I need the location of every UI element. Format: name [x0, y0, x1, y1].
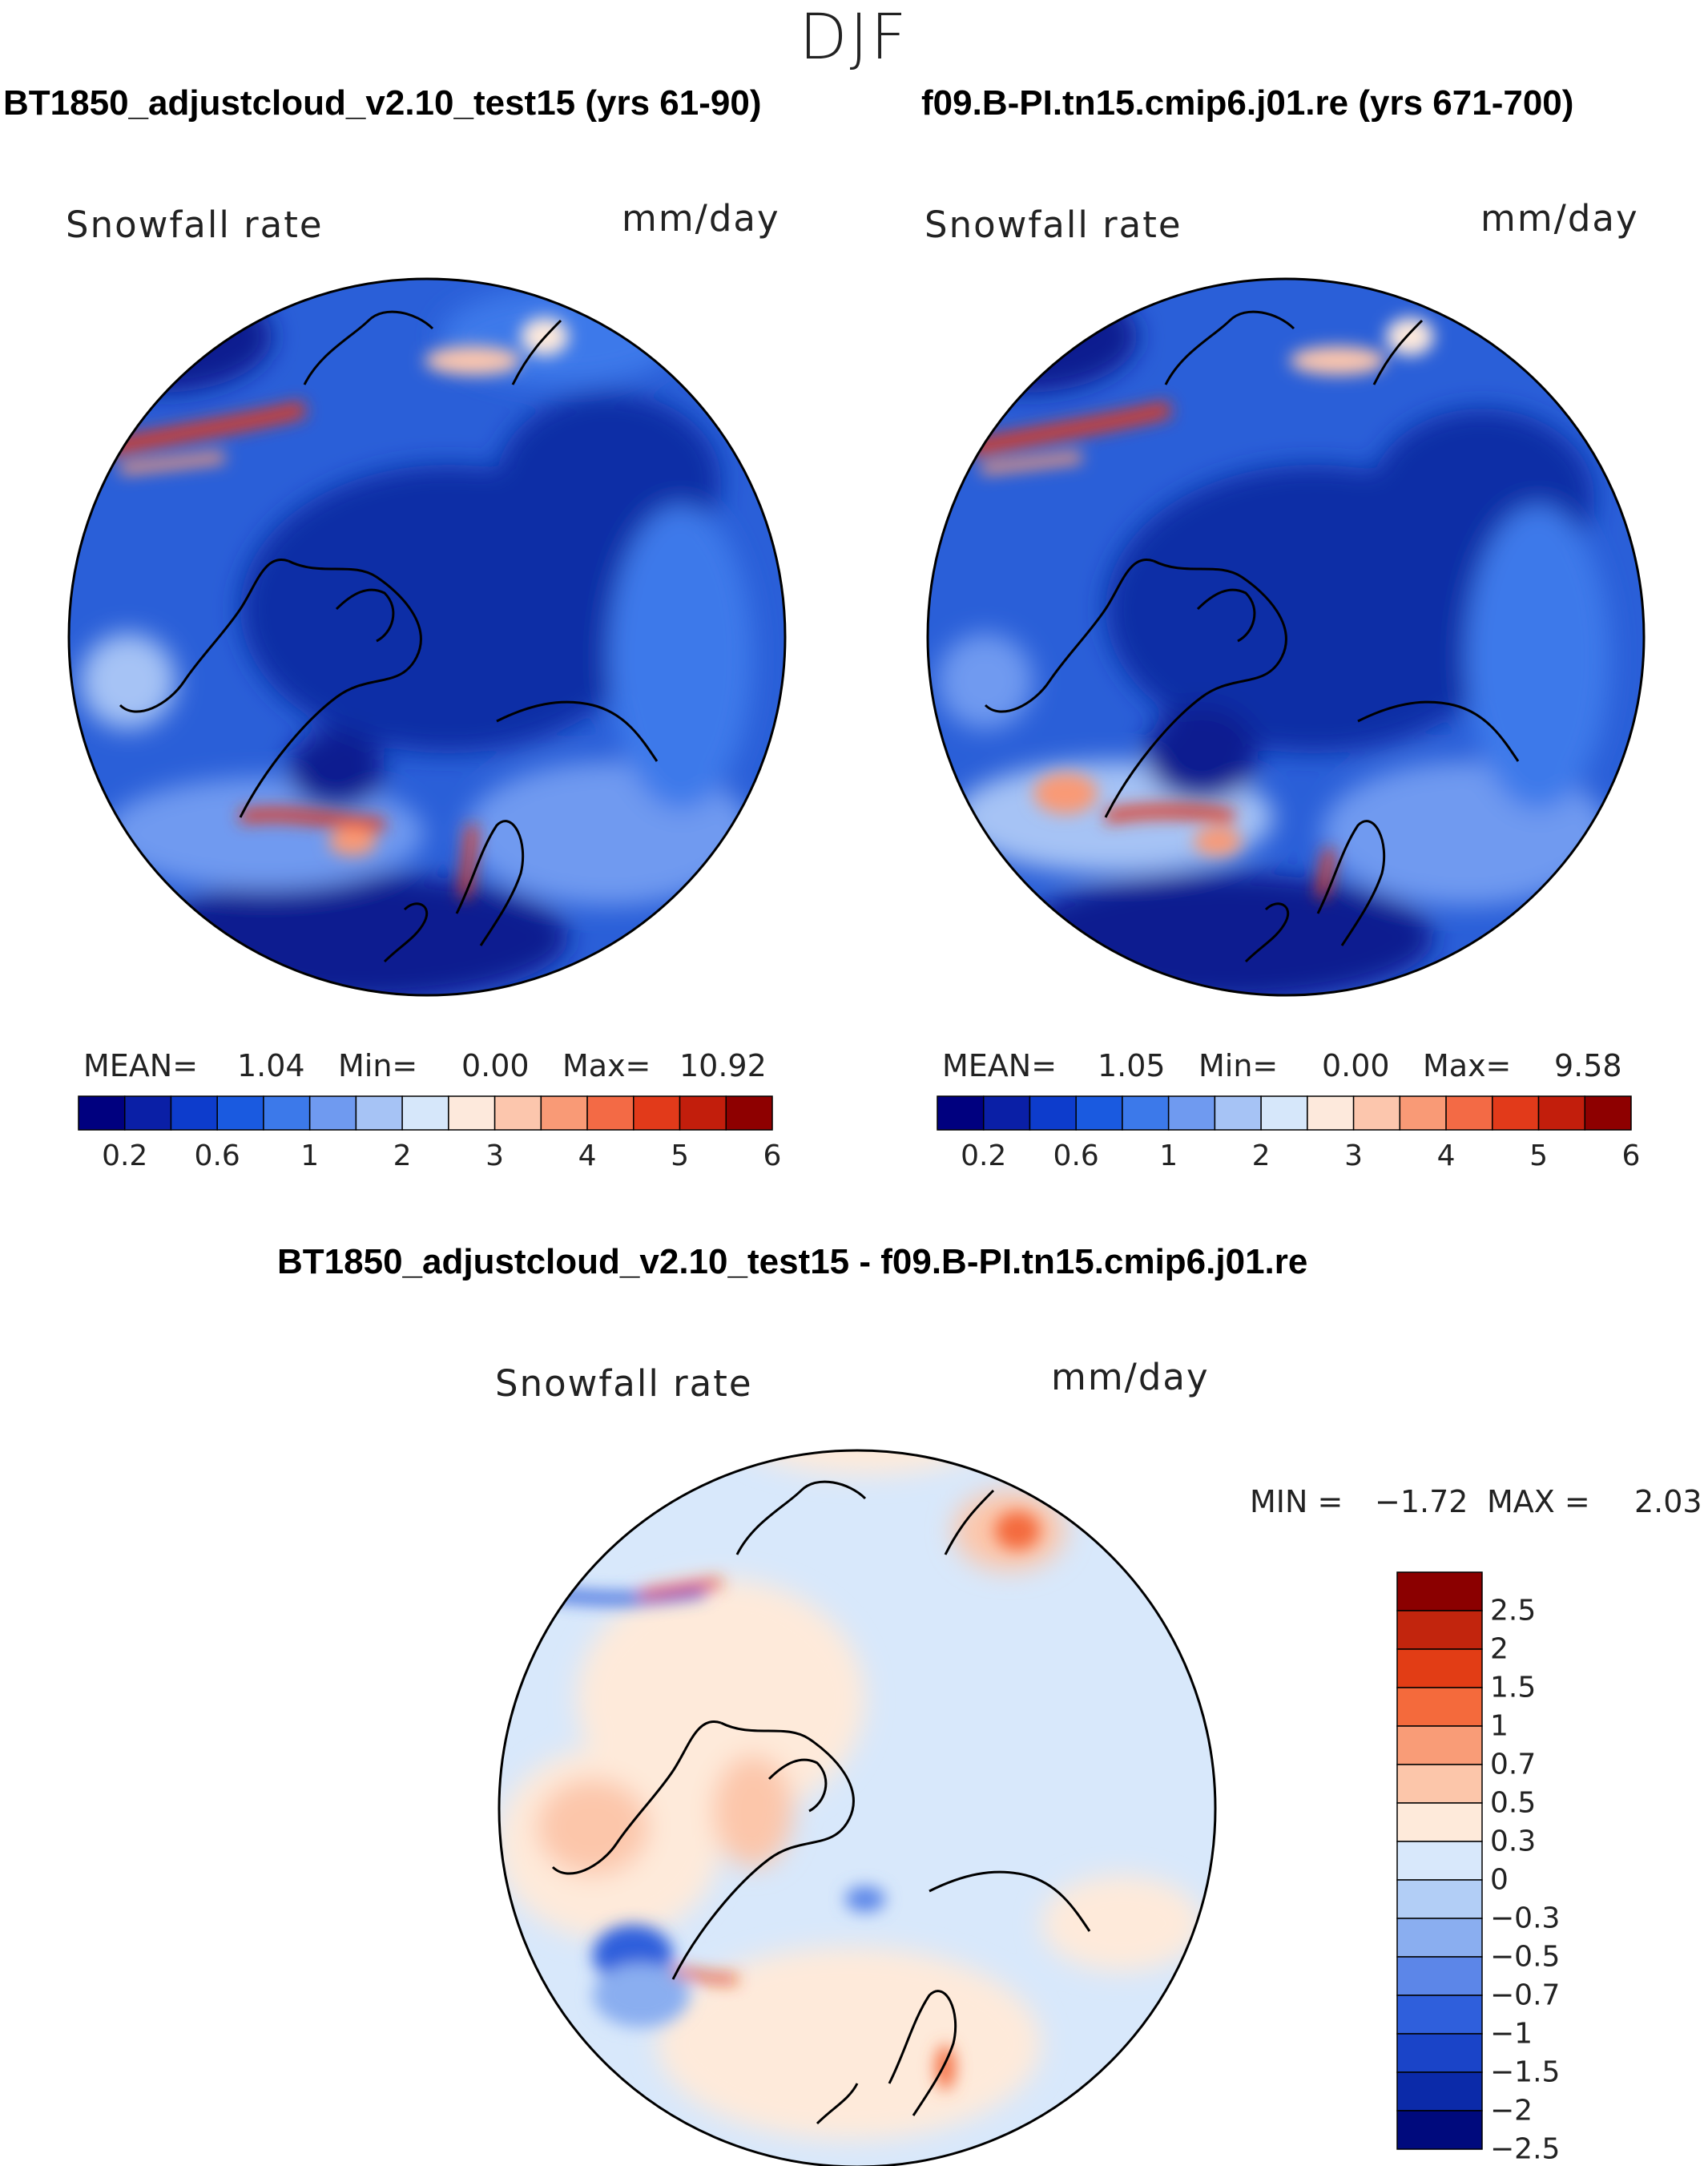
panel-1-colorbar-tick-label: 0.2: [102, 1139, 148, 1172]
panel-2-colorbar-swatch: [1537, 1095, 1586, 1131]
panel-1-colorbar-swatch: [725, 1095, 773, 1131]
panel-1-colorbar-tick-label: 6: [763, 1139, 782, 1172]
panel-1-colorbar-tick-label: 1: [300, 1139, 320, 1172]
panel-3-colorbar-swatch: [1396, 1687, 1483, 1727]
panel-1-min-label: Min=: [338, 1048, 418, 1083]
panel-3-variable: Snowfall rate: [495, 1362, 753, 1405]
panel-3-colorbar-tick-label: −1.5: [1490, 2055, 1561, 2089]
panel-3-colorbar-swatch: [1396, 1610, 1483, 1650]
panel-3-colorbar-tick-label: 2.5: [1490, 1594, 1537, 1628]
panel-3-max-value: 2.03: [1634, 1484, 1702, 1519]
panel-3-colorbar-tick-label: 2: [1490, 1632, 1509, 1666]
panel-2-title: f09.B-PI.tn15.cmip6.j01.re (yrs 671-700): [921, 83, 1574, 123]
panel-2-colorbar-tick-label: 3: [1344, 1139, 1364, 1172]
panel-2-colorbar-swatch: [1075, 1095, 1123, 1131]
panel-2-colorbar-swatch: [1492, 1095, 1540, 1131]
panel-3-title: BT1850_adjustcloud_v2.10_test15 - f09.B-…: [277, 1242, 1308, 1281]
panel-1-colorbar-tick-label: 4: [578, 1139, 597, 1172]
panel-2-mean-value: 1.05: [1098, 1048, 1166, 1083]
panel-2-colorbar-tick-label: 1: [1159, 1139, 1178, 1172]
panel-3-colorbar-tick-label: −0.5: [1490, 1940, 1561, 1974]
panel-3-colorbar-swatch: [1396, 1648, 1483, 1688]
panel-3-colorbar-tick-label: −1: [1490, 2017, 1533, 2051]
panel-3-colorbar-swatch: [1396, 2071, 1483, 2112]
panel-2-colorbar-tick-label: 2: [1251, 1139, 1271, 1172]
panel-3-colorbar-swatch: [1396, 2033, 1483, 2073]
panel-2-colorbar-tick-label: 6: [1621, 1139, 1641, 1172]
panel-1-colorbar-swatch: [679, 1095, 727, 1131]
panel-3-colorbar-swatch: [1396, 1879, 1483, 1919]
panel-1-colorbar-swatch: [586, 1095, 634, 1131]
panel-3-colorbar-tick-label: −2: [1490, 2094, 1533, 2128]
panel-2-units: mm/day: [1480, 197, 1639, 240]
panel-1-colorbar-tick-label: 5: [671, 1139, 689, 1172]
panel-1-variable: Snowfall rate: [66, 204, 324, 246]
panel-3-units: mm/day: [1051, 1356, 1210, 1398]
panel-2-colorbar-swatch: [1399, 1095, 1447, 1131]
panel-2-colorbar-swatch: [1122, 1095, 1170, 1131]
panel-3-colorbar-swatch: [1396, 1956, 1483, 1996]
panel-2-colorbar-swatch: [1445, 1095, 1493, 1131]
panel-2-colorbar-swatch: [1260, 1095, 1308, 1131]
panel-3-colorbar-swatch: [1396, 1571, 1483, 1611]
panel-2-max-label: Max=: [1423, 1048, 1512, 1083]
panel-3-colorbar-swatch: [1396, 1995, 1483, 2035]
panel-3-min-value: −1.72: [1375, 1484, 1468, 1519]
panel-2-max-value: 9.58: [1554, 1048, 1622, 1083]
panel-3-colorbar-tick-label: −2.5: [1490, 2132, 1561, 2166]
panel-3-colorbar-tick-label: −0.3: [1490, 1902, 1561, 1935]
panel-3-colorbar-tick-label: 0: [1490, 1863, 1509, 1897]
panel-1-units: mm/day: [622, 197, 780, 240]
panel-2-colorbar-tick-label: 0.6: [1053, 1139, 1099, 1172]
panel-3-colorbar-swatch: [1396, 1802, 1483, 1842]
panel-3-colorbar-tick-label: 0.7: [1490, 1748, 1537, 1781]
panel-2-colorbar-tick-label: 0.2: [961, 1139, 1007, 1172]
panel-3-colorbar-swatch: [1396, 1725, 1483, 1765]
panel-2-colorbar-tick-label: 5: [1529, 1139, 1548, 1172]
panel-3-colorbar-tick-label: 1.5: [1490, 1671, 1537, 1704]
panel-1-mean-value: 1.04: [237, 1048, 305, 1083]
panel-2-colorbar-swatch: [1167, 1095, 1216, 1131]
panel-3-min-label: MIN =: [1250, 1484, 1343, 1519]
panel-3-colorbar-tick-label: 1: [1490, 1709, 1509, 1743]
panel-3-colorbar-swatch: [1396, 1764, 1483, 1804]
panel-3-colorbar-tick-label: −0.7: [1490, 1978, 1561, 2012]
season-title: DJF: [799, 2, 909, 74]
panel-2-colorbar-tick-label: 4: [1436, 1139, 1456, 1172]
panel-1-colorbar-tick-label: 0.6: [194, 1139, 240, 1172]
panel-3-colorbar-swatch: [1396, 1918, 1483, 1958]
panel-1-min-value: 0.00: [461, 1048, 530, 1083]
panel-1-max-label: Max=: [562, 1048, 651, 1083]
panel-1-colorbar-swatch: [448, 1095, 496, 1131]
panel-1-colorbar-tick-label: 3: [485, 1139, 505, 1172]
panel-2-colorbar-swatch: [1584, 1095, 1632, 1131]
panel-3-max-label: MAX =: [1487, 1484, 1590, 1519]
panel-1-colorbar-swatch: [633, 1095, 681, 1131]
panel-3-colorbar-tick-label: 0.3: [1490, 1825, 1537, 1858]
panel-2-min-value: 0.00: [1322, 1048, 1390, 1083]
panel-2-mean-label: MEAN=: [942, 1048, 1057, 1083]
panel-3-colorbar-swatch: [1396, 2110, 1483, 2150]
panel-2-colorbar-swatch: [1307, 1095, 1355, 1131]
panel-1-colorbar-tick-label: 2: [393, 1139, 412, 1172]
panel-2-variable: Snowfall rate: [924, 204, 1182, 246]
panel-2-colorbar-swatch: [982, 1095, 1031, 1131]
panel-1-mean-label: MEAN=: [83, 1048, 199, 1083]
panel-1-colorbar-swatch: [170, 1095, 218, 1131]
panel-1-colorbar-swatch: [216, 1095, 264, 1131]
panel-3-colorbar-tick-label: 0.5: [1490, 1786, 1537, 1820]
panel-1-colorbar-swatch: [493, 1095, 542, 1131]
panel-1-max-value: 10.92: [679, 1048, 767, 1083]
panel-2-min-label: Min=: [1198, 1048, 1279, 1083]
panel-1-title: BT1850_adjustcloud_v2.10_test15 (yrs 61-…: [3, 83, 762, 123]
panel-3-colorbar-swatch: [1396, 1841, 1483, 1881]
